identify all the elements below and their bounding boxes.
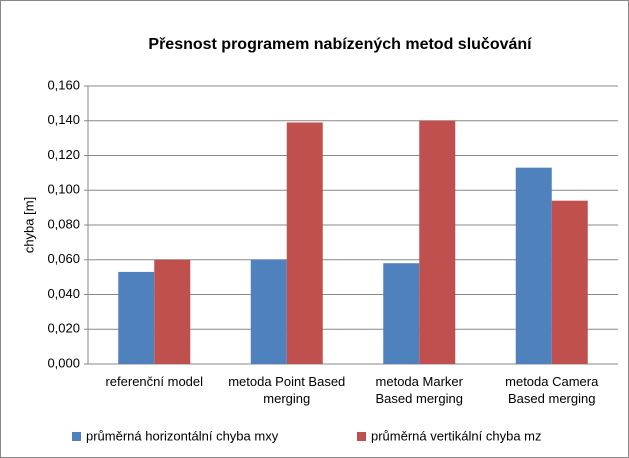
y-tick-label: 0,080 — [47, 216, 80, 231]
legend-label: průměrná horizontální chyba mxy — [86, 428, 279, 443]
x-tick-label: metoda Camera Based merging — [505, 374, 599, 406]
y-tick-label: 0,120 — [47, 147, 80, 162]
bar — [383, 263, 420, 364]
x-tick-label: metoda Point Based merging — [228, 374, 346, 406]
x-tick-label: referenční model — [105, 374, 204, 389]
y-tick-label: 0,020 — [47, 321, 80, 336]
y-tick-label: 0,060 — [47, 251, 80, 266]
chart-title: Přesnost programem nabízených metod sluč… — [148, 36, 532, 53]
bar — [551, 200, 588, 364]
y-tick-label: 0,100 — [47, 182, 80, 197]
y-tick-label: 0,140 — [47, 112, 80, 127]
bar — [154, 259, 191, 364]
y-axis-label: chyba [m] — [21, 197, 36, 253]
x-tick-label: metoda Marker Based merging — [375, 374, 463, 406]
bar — [419, 120, 456, 364]
bar — [118, 271, 155, 364]
bar — [250, 259, 287, 364]
bar — [515, 167, 552, 364]
legend-label: průměrná vertikální chyba mz — [371, 428, 542, 443]
y-tick-label: 0,160 — [47, 77, 80, 92]
legend-swatch — [72, 432, 81, 441]
y-tick-label: 0,000 — [47, 355, 80, 370]
bar — [286, 122, 323, 364]
y-tick-label: 0,040 — [47, 286, 80, 301]
legend-swatch — [357, 432, 366, 441]
